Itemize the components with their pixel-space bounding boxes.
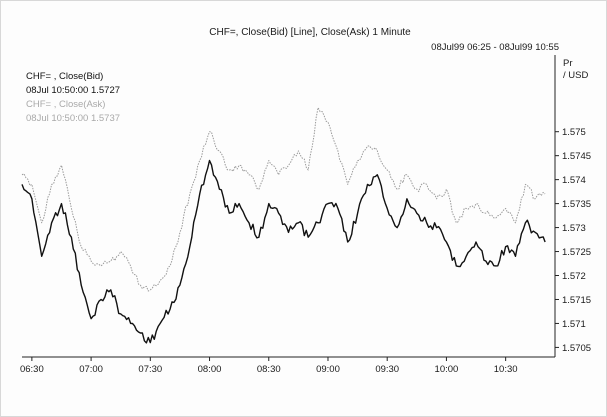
x-tick-label: 08:30 xyxy=(257,364,281,375)
units-label: Pr / USD xyxy=(563,58,588,82)
legend-bid-label: CHF= , Close(Bid) xyxy=(26,71,104,82)
y-tick-label: 1.573 xyxy=(562,223,586,234)
legend: CHF= , Close(Bid) 08Jul 10:50:00 1.5727 … xyxy=(26,70,120,126)
y-tick-label: 1.572 xyxy=(562,271,586,282)
y-tick-label: 1.5745 xyxy=(562,151,591,162)
legend-bid-value: 08Jul 10:50:00 1.5727 xyxy=(26,85,121,96)
x-tick-label: 10:00 xyxy=(435,364,459,375)
axis-layer: 06:30 07:00 07:30 08:00 08:30 09:00 09:30 10:00… xyxy=(20,55,591,375)
legend-ask-value: 08Jul 10:50:00 1.5737 xyxy=(26,113,121,124)
legend-ask-label: CHF= , Close(Ask) xyxy=(26,99,106,110)
x-tick-label: 07:00 xyxy=(79,364,103,375)
y-tick-label: 1.5735 xyxy=(562,199,591,210)
x-tick-label: 06:30 xyxy=(20,364,44,375)
y-tick-label: 1.5725 xyxy=(562,247,591,258)
units-line-1: Pr xyxy=(563,58,573,69)
y-tick-label: 1.5705 xyxy=(562,343,591,354)
y-tick-label: 1.5715 xyxy=(562,295,591,306)
series-ask-line xyxy=(21,107,546,292)
chart-title: CHF=, Close(Bid) [Line], Close(Ask) 1 Mi… xyxy=(209,27,411,38)
plot-layer xyxy=(21,107,546,344)
x-tick-label: 10:30 xyxy=(494,364,518,375)
series-bid-line xyxy=(21,159,546,344)
y-tick-label: 1.574 xyxy=(562,175,586,186)
units-line-2: / USD xyxy=(563,70,589,81)
y-tick-label: 1.575 xyxy=(562,127,586,138)
x-tick-label: 08:00 xyxy=(198,364,222,375)
x-tick-label: 09:30 xyxy=(375,364,399,375)
y-tick-label: 1.571 xyxy=(562,319,586,330)
x-tick-label: 09:00 xyxy=(316,364,340,375)
x-tick-label: 07:30 xyxy=(138,364,162,375)
date-range: 08Jul99 06:25 - 08Jul99 10:55 xyxy=(431,42,559,53)
